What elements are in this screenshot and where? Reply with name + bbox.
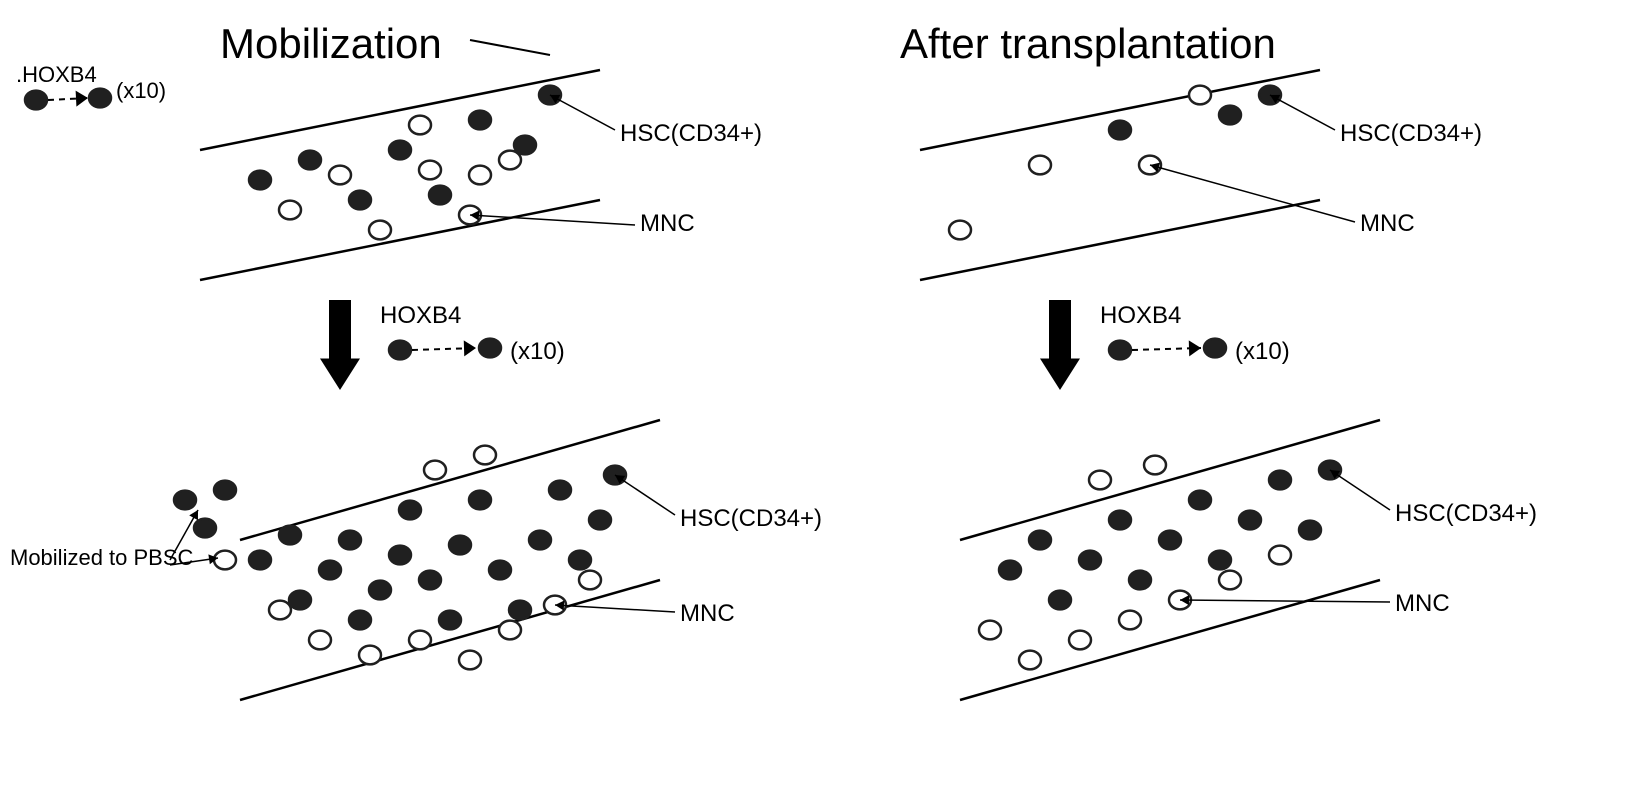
svg-layer [0, 0, 1632, 809]
diagram-stage: Mobilization After transplantation .HOXB… [0, 0, 1632, 809]
